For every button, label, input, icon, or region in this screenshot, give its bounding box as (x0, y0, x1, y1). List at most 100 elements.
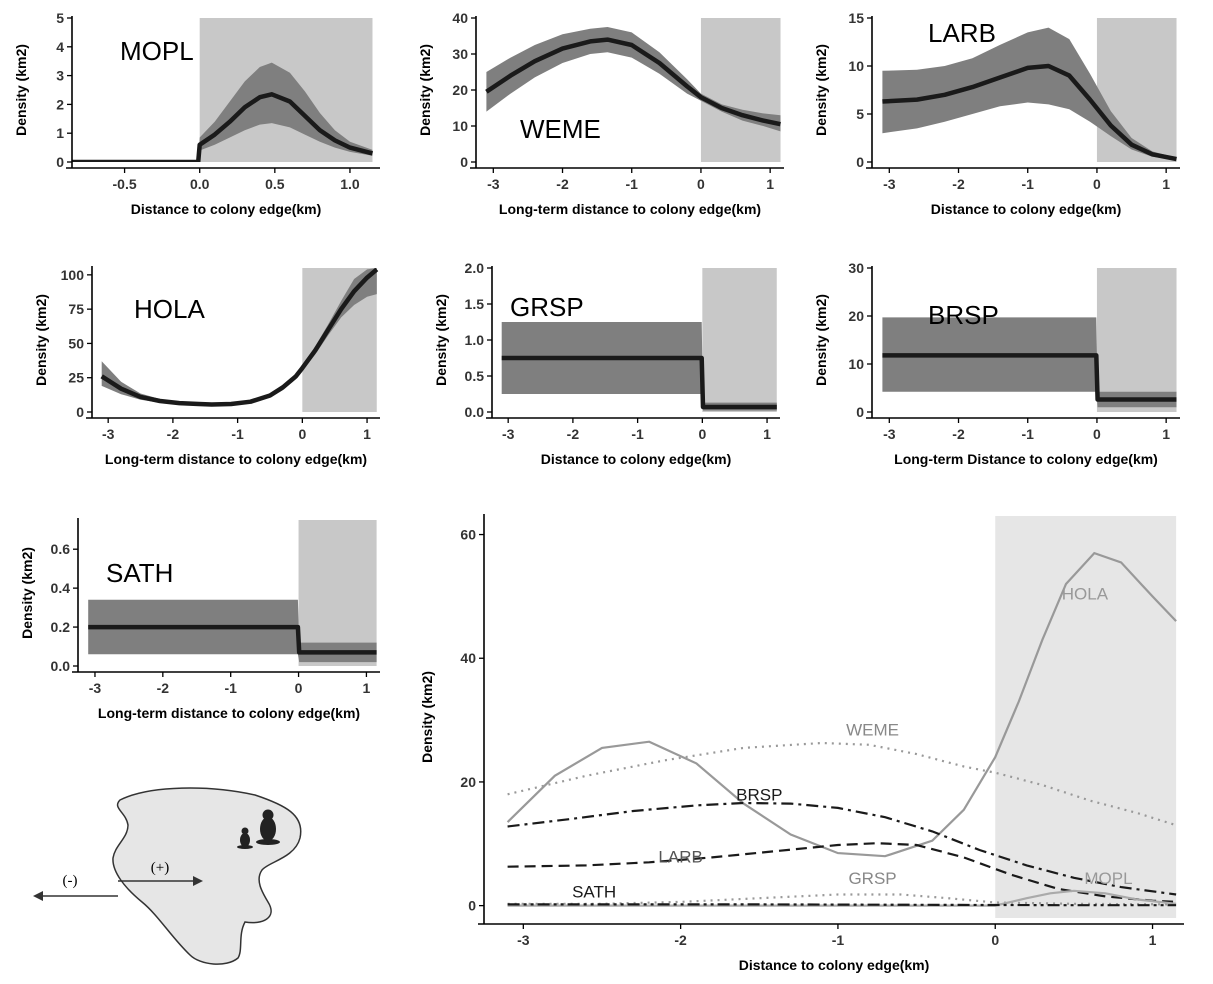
y-tick-label: 0.0 (51, 658, 71, 674)
chart-panels: MOPL -0.5 0.0 0.5 1.0 0 1 2 3 4 5 Distance to colon… (13, 10, 1184, 973)
prairie-dog-icon (256, 809, 280, 845)
confidence-band (486, 27, 781, 132)
panel-label-brsp: BRSP (928, 300, 999, 330)
plot-area (882, 317, 1177, 408)
confidence-band (88, 599, 377, 663)
x-tick-label: 0 (1093, 176, 1101, 192)
series-label-grsp: GRSP (848, 869, 896, 888)
x-tick-label: -3 (102, 426, 115, 442)
x-tick-label: -3 (883, 176, 896, 192)
colony-diagram: (-) (+) (33, 787, 302, 965)
y-tick-label: 20 (452, 82, 468, 98)
prairie-dog-small-icon (237, 827, 253, 849)
y-tick-label: 5 (856, 106, 864, 122)
y-tick-label: 4 (56, 39, 64, 55)
colony-shape (112, 787, 302, 965)
series-line-weme (507, 741, 1177, 827)
y-tick-label: 10 (452, 118, 468, 134)
x-axis-title: Distance to colony edge(km) (541, 451, 732, 467)
chart-mopl: MOPL -0.5 0.0 0.5 1.0 0 1 2 3 4 5 Distance to colon… (13, 10, 380, 217)
chart-hola: HOLA -3 -2 -1 0 1 0 25 50 75 100 Long-term distance… (33, 266, 380, 467)
y-tick-label: 40 (460, 650, 476, 666)
y-tick-label: 1 (56, 125, 64, 141)
x-tick-label: -1 (224, 680, 237, 696)
chart-sath: SATH -3 -2 -1 0 1 0.0 0.2 0.4 0.6 Long-term distan… (19, 518, 380, 721)
x-tick-label: -2 (567, 426, 580, 442)
confidence-band (72, 62, 373, 162)
x-axis-title: Long-term distance to colony edge(km) (105, 451, 367, 467)
x-tick-label: 1 (1162, 176, 1170, 192)
y-tick-label: 0 (856, 154, 864, 170)
x-tick-label: -3 (487, 176, 500, 192)
y-tick-label: 3 (56, 68, 64, 84)
y-tick-label: 0 (468, 898, 476, 914)
colony-shade (700, 18, 781, 162)
fitted-line (501, 355, 777, 410)
x-tick-label: 1.0 (340, 176, 360, 192)
x-tick-label: 1 (363, 680, 371, 696)
y-tick-label: 20 (848, 308, 864, 324)
series-label-sath: SATH (572, 883, 616, 902)
series-line-hola (506, 551, 1177, 858)
y-tick-label: 25 (68, 370, 84, 386)
y-tick-label: 0 (76, 404, 84, 420)
y-tick-label: 0.6 (51, 541, 71, 557)
plot-area (88, 599, 377, 663)
panel-label-sath: SATH (106, 558, 173, 588)
series-line-brsp (507, 801, 1177, 896)
x-axis-title: Distance to colony edge(km) (739, 957, 930, 973)
confidence-band (501, 322, 777, 411)
y-axis-title: Density (km2) (33, 294, 49, 386)
y-axis-title: Density (km2) (19, 547, 35, 639)
colony-shade (298, 520, 377, 666)
y-tick-label: 40 (452, 10, 468, 26)
y-axis-title: Density (km2) (419, 671, 435, 763)
colony-shade (1096, 268, 1177, 412)
y-axis-title: Density (km2) (813, 294, 829, 386)
y-tick-label: 10 (848, 58, 864, 74)
x-tick-label: 1 (1162, 426, 1170, 442)
fitted-line (882, 353, 1177, 402)
fitted-line (88, 624, 377, 655)
y-tick-label: 50 (68, 335, 84, 351)
series-line-larb (507, 842, 1177, 903)
panel-label-weme: WEME (520, 114, 601, 144)
y-tick-label: 0 (856, 404, 864, 420)
x-tick-label: -3 (89, 680, 102, 696)
y-tick-label: 5 (56, 10, 64, 26)
colony-shade (702, 268, 777, 412)
x-tick-label: 1 (766, 176, 774, 192)
x-tick-label: 0.5 (265, 176, 285, 192)
x-axis-title: Long-term distance to colony edge(km) (98, 705, 360, 721)
x-tick-label: -1 (1022, 176, 1035, 192)
x-tick-label: -3 (502, 426, 515, 442)
plus-label: (+) (151, 860, 169, 876)
fitted-line (882, 63, 1177, 162)
panel-label-hola: HOLA (134, 294, 205, 324)
x-tick-label: -2 (674, 932, 687, 948)
y-tick-label: 15 (848, 10, 864, 26)
y-tick-label: 0.0 (465, 404, 485, 420)
y-tick-label: 20 (460, 774, 476, 790)
x-tick-label: -2 (952, 176, 965, 192)
x-axis-title: Distance to colony edge(km) (131, 201, 322, 217)
panel-label-grsp: GRSP (510, 292, 584, 322)
panel-label-mopl: MOPL (120, 36, 194, 66)
fitted-line (485, 37, 781, 127)
series-line-sath (507, 903, 1177, 907)
plot-area (72, 62, 374, 162)
chart-grsp: GRSP -3 -2 -1 0 1 0.0 0.5 1.0 1.5 2.0 Distance to c… (433, 260, 780, 467)
x-tick-label: 0 (1093, 426, 1101, 442)
x-tick-label: -1 (832, 932, 845, 948)
x-axis-title: Distance to colony edge(km) (931, 201, 1122, 217)
plot-area (100, 268, 379, 407)
y-tick-label: 1.0 (465, 332, 485, 348)
y-tick-label: 10 (848, 356, 864, 372)
y-tick-label: 0.2 (51, 619, 71, 635)
plus-arrowhead (193, 876, 203, 886)
y-tick-label: 0.4 (51, 580, 71, 596)
minus-arrowhead (33, 891, 43, 901)
x-tick-label: 0.0 (190, 176, 210, 192)
